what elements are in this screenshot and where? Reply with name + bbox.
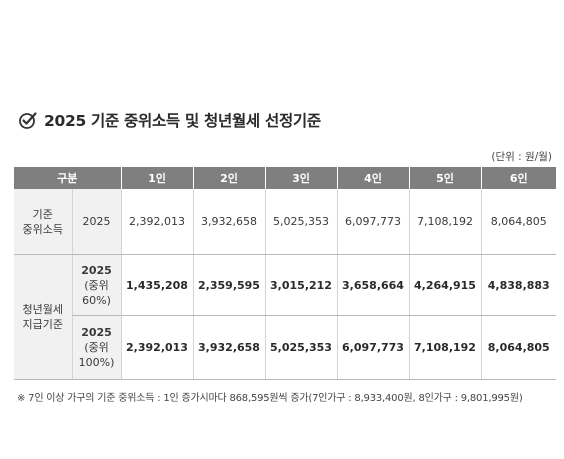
table-cell: 1,435,208 (120, 254, 193, 316)
header-category: 구분 (14, 167, 121, 189)
table-cell: 5,025,353 (264, 189, 337, 255)
table-row-youth-rent-100: 2025 (중위 100%) 2,392,013 3,932,658 5,025… (14, 315, 556, 380)
table-cell: 5,025,353 (264, 315, 337, 380)
header-2person: 2인 (192, 167, 265, 189)
median-income-year: 2025 (71, 189, 121, 255)
youth-rent-100-year-cell: 2025 (중위 100%) (71, 315, 121, 380)
income-criteria-table: 구분 1인 2인 3인 4인 5인 6인 기준 중위소득 2025 2,392,… (14, 167, 556, 380)
table-cell: 2,392,013 (120, 315, 193, 380)
header-4person: 4인 (336, 167, 409, 189)
table-cell: 4,264,915 (408, 254, 481, 316)
check-circle-icon (18, 110, 38, 130)
table-cell: 7,108,192 (408, 315, 481, 380)
section-title-row: 2025 기준 중위소득 및 청년월세 선정기준 (18, 109, 321, 131)
table-row-youth-rent-60: 청년월세 지급기준 2025 (중위 60%) 1,435,208 2,359,… (14, 254, 556, 380)
youth-rent-60-sub: (중위 60%) (82, 278, 111, 307)
table-cell: 3,932,658 (192, 315, 265, 380)
table-cell: 6,097,773 (336, 315, 409, 380)
table-cell: 3,658,664 (336, 254, 409, 316)
header-3person: 3인 (264, 167, 337, 189)
youth-rent-100-sub: (중위 100%) (78, 341, 115, 369)
table-cell: 2,392,013 (120, 189, 193, 255)
table-cell: 4,838,883 (480, 254, 556, 316)
row-label-youth-rent: 청년월세 지급기준 (14, 254, 72, 380)
table-cell: 7,108,192 (408, 189, 481, 255)
youth-rent-100-year: 2025 (81, 326, 112, 339)
header-6person: 6인 (480, 167, 556, 189)
header-1person: 1인 (120, 167, 193, 189)
table-header-row: 구분 1인 2인 3인 4인 5인 6인 (14, 167, 556, 189)
median-income-label: 기준 중위소득 (22, 207, 63, 236)
unit-label: (단위 : 원/월) (491, 151, 552, 163)
footnote: ※ 7인 이상 가구의 기준 중위소득 : 1인 증가시마다 868,595원씩… (17, 393, 523, 404)
youth-rent-60-year-cell: 2025 (중위 60%) (71, 254, 121, 316)
table-cell: 8,064,805 (480, 315, 556, 380)
table-cell: 3,015,212 (264, 254, 337, 316)
table-row-median-income: 기준 중위소득 2025 2,392,013 3,932,658 5,025,3… (14, 189, 556, 255)
youth-rent-label: 청년월세 지급기준 (22, 303, 63, 331)
header-5person: 5인 (408, 167, 481, 189)
table-cell: 6,097,773 (336, 189, 409, 255)
row-label-median-income: 기준 중위소득 (14, 189, 72, 255)
page-title: 2025 기준 중위소득 및 청년월세 선정기준 (44, 112, 321, 130)
youth-rent-60-year: 2025 (81, 263, 112, 277)
table-cell: 2,359,595 (192, 254, 265, 316)
table-cell: 8,064,805 (480, 189, 556, 255)
table-cell: 3,932,658 (192, 189, 265, 255)
